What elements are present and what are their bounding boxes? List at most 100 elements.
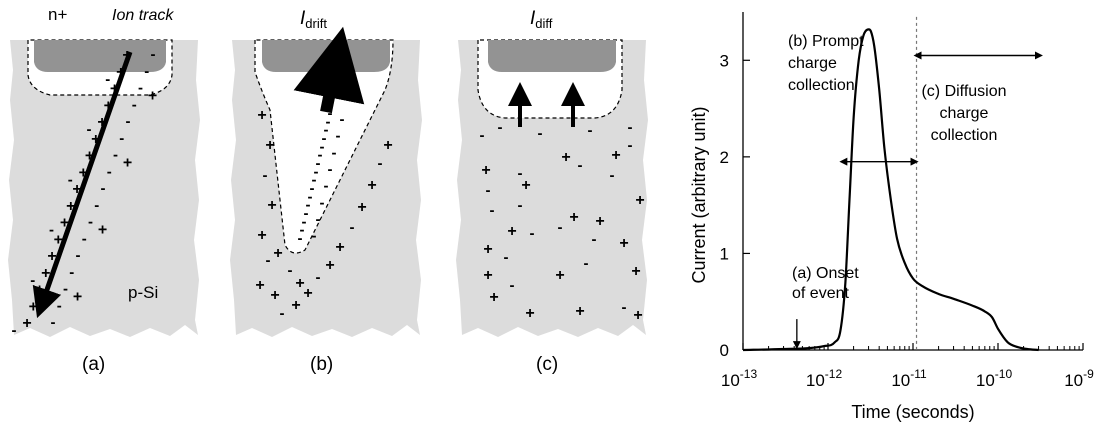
electron-b: - bbox=[318, 147, 323, 164]
electron-b: - bbox=[332, 144, 337, 161]
hole-b: + bbox=[295, 275, 304, 292]
x-tick-label-base: 10 bbox=[891, 371, 910, 390]
ion-track-arrow bbox=[32, 51, 133, 319]
y-tick-label-0: 0 bbox=[720, 341, 729, 360]
electron-c: - bbox=[588, 122, 593, 139]
hole-a: + bbox=[54, 231, 63, 248]
electron-a: - bbox=[68, 171, 73, 188]
hole-a: + bbox=[79, 164, 88, 181]
electron-c: - bbox=[584, 255, 589, 272]
hole-b: + bbox=[265, 137, 274, 154]
hole-b: + bbox=[255, 277, 264, 294]
hole-c: + bbox=[481, 162, 490, 179]
electron-a: - bbox=[119, 130, 124, 147]
x-tick-label-exponent: -11 bbox=[910, 367, 927, 381]
electron-c: - bbox=[498, 119, 503, 136]
electron-a: - bbox=[63, 281, 68, 298]
hole-b: + bbox=[267, 197, 276, 214]
p-si-label: p-Si bbox=[128, 283, 158, 302]
hole-c: + bbox=[507, 223, 516, 240]
x-tick-label-2: 10-11 bbox=[891, 367, 927, 390]
electron-b: - bbox=[324, 178, 329, 195]
drift-current-arrow bbox=[293, 26, 365, 114]
hole-b: + bbox=[383, 137, 392, 154]
x-tick-label-0: 10-13 bbox=[721, 367, 758, 390]
y-axis-label: Current (arbitrary unit) bbox=[689, 106, 709, 283]
y-tick-label-1: 1 bbox=[720, 244, 729, 263]
panel-c: - - - - -+ -+ -+-- +-+- -+- ++ -+ -- ++-+- +++ + - + Idi… bbox=[456, 8, 648, 375]
hole-b: + bbox=[257, 227, 266, 244]
hole-c: + bbox=[611, 147, 620, 164]
electron-b: - bbox=[322, 130, 327, 147]
electron-b: - bbox=[280, 305, 285, 322]
x-tick-label-base: 10 bbox=[976, 371, 995, 390]
electron-b: - bbox=[316, 155, 321, 172]
electron-b: - bbox=[328, 105, 333, 122]
electron-b: - bbox=[320, 138, 325, 155]
hole-c: + bbox=[569, 209, 578, 226]
diffusion-current-subscript: diff bbox=[535, 16, 552, 31]
electron-a: - bbox=[113, 147, 118, 164]
hole-b: + bbox=[357, 199, 366, 216]
electron-b: - bbox=[320, 194, 325, 211]
hole-b: + bbox=[273, 245, 282, 262]
electron-c: - bbox=[628, 137, 633, 154]
hole-b: + bbox=[270, 287, 279, 304]
y-tick-label-2: 2 bbox=[720, 148, 729, 167]
electron-c: - bbox=[592, 231, 597, 248]
electron-a: - bbox=[151, 46, 156, 63]
electron-a: - bbox=[49, 222, 54, 239]
electron-b: - bbox=[336, 128, 341, 145]
hole-a: + bbox=[97, 114, 106, 131]
prompt-annotation-line1: (b) Prompt bbox=[788, 33, 864, 50]
diffusion-annotation-line3: collection bbox=[931, 127, 998, 144]
x-tick-label-4: 10-9 bbox=[1064, 367, 1094, 390]
hole-c: + bbox=[561, 149, 570, 166]
electron-c: - bbox=[610, 167, 615, 184]
n-plus-contact-a bbox=[34, 40, 166, 72]
electron-b: - bbox=[266, 252, 271, 269]
electron-b: - bbox=[350, 219, 355, 236]
hole-c: + bbox=[575, 303, 584, 320]
electron-b: - bbox=[312, 228, 317, 245]
electron-a: - bbox=[57, 297, 62, 314]
electron-b: - bbox=[378, 155, 383, 172]
onset-annotation-line1: (a) Onset bbox=[792, 265, 859, 282]
electron-a: - bbox=[12, 322, 17, 339]
electron-a: - bbox=[82, 230, 87, 247]
onset-annotation-line2: of event bbox=[792, 285, 849, 302]
panel-a-caption: (a) bbox=[82, 354, 105, 375]
hole-a: + bbox=[66, 198, 75, 215]
hole-c: + bbox=[631, 263, 640, 280]
electron-c: - bbox=[486, 182, 491, 199]
electron-a: - bbox=[144, 63, 149, 80]
electron-c: - bbox=[518, 197, 523, 214]
electron-c: - bbox=[622, 299, 627, 316]
electron-b: - bbox=[302, 213, 307, 230]
electron-b: - bbox=[326, 113, 331, 130]
hole-a: + bbox=[73, 289, 82, 306]
electron-b: - bbox=[304, 205, 309, 222]
hole-c: + bbox=[483, 241, 492, 258]
hole-c: + bbox=[635, 192, 644, 209]
electron-a: - bbox=[51, 314, 56, 331]
hole-a: + bbox=[41, 265, 50, 282]
electron-b: - bbox=[324, 122, 329, 139]
panel-a: +-+--+-++-+--+-+-++--+-+-+--++-+-+--+-++… bbox=[8, 5, 200, 375]
electron-b: - bbox=[314, 163, 319, 180]
drift-current-subscript: drift bbox=[305, 16, 327, 31]
hole-a: + bbox=[104, 97, 113, 114]
diffusion-annotation-line2: charge bbox=[940, 105, 989, 122]
hole-a: + bbox=[148, 88, 157, 105]
electron-a: - bbox=[126, 113, 131, 130]
hole-c: + bbox=[595, 213, 604, 230]
hole-a: + bbox=[22, 315, 31, 332]
charge-carriers-b: - --- --- --- --- --- --- --- --++-++-++- ++-++-+… bbox=[255, 105, 392, 322]
drift-current-symbol: I bbox=[300, 8, 306, 29]
hole-c: + bbox=[483, 267, 492, 284]
hole-c: + bbox=[633, 307, 642, 324]
x-tick-label-exponent: -12 bbox=[825, 367, 843, 381]
electron-b: - bbox=[263, 167, 268, 184]
electron-a: - bbox=[138, 80, 143, 97]
electron-a: - bbox=[88, 214, 93, 231]
